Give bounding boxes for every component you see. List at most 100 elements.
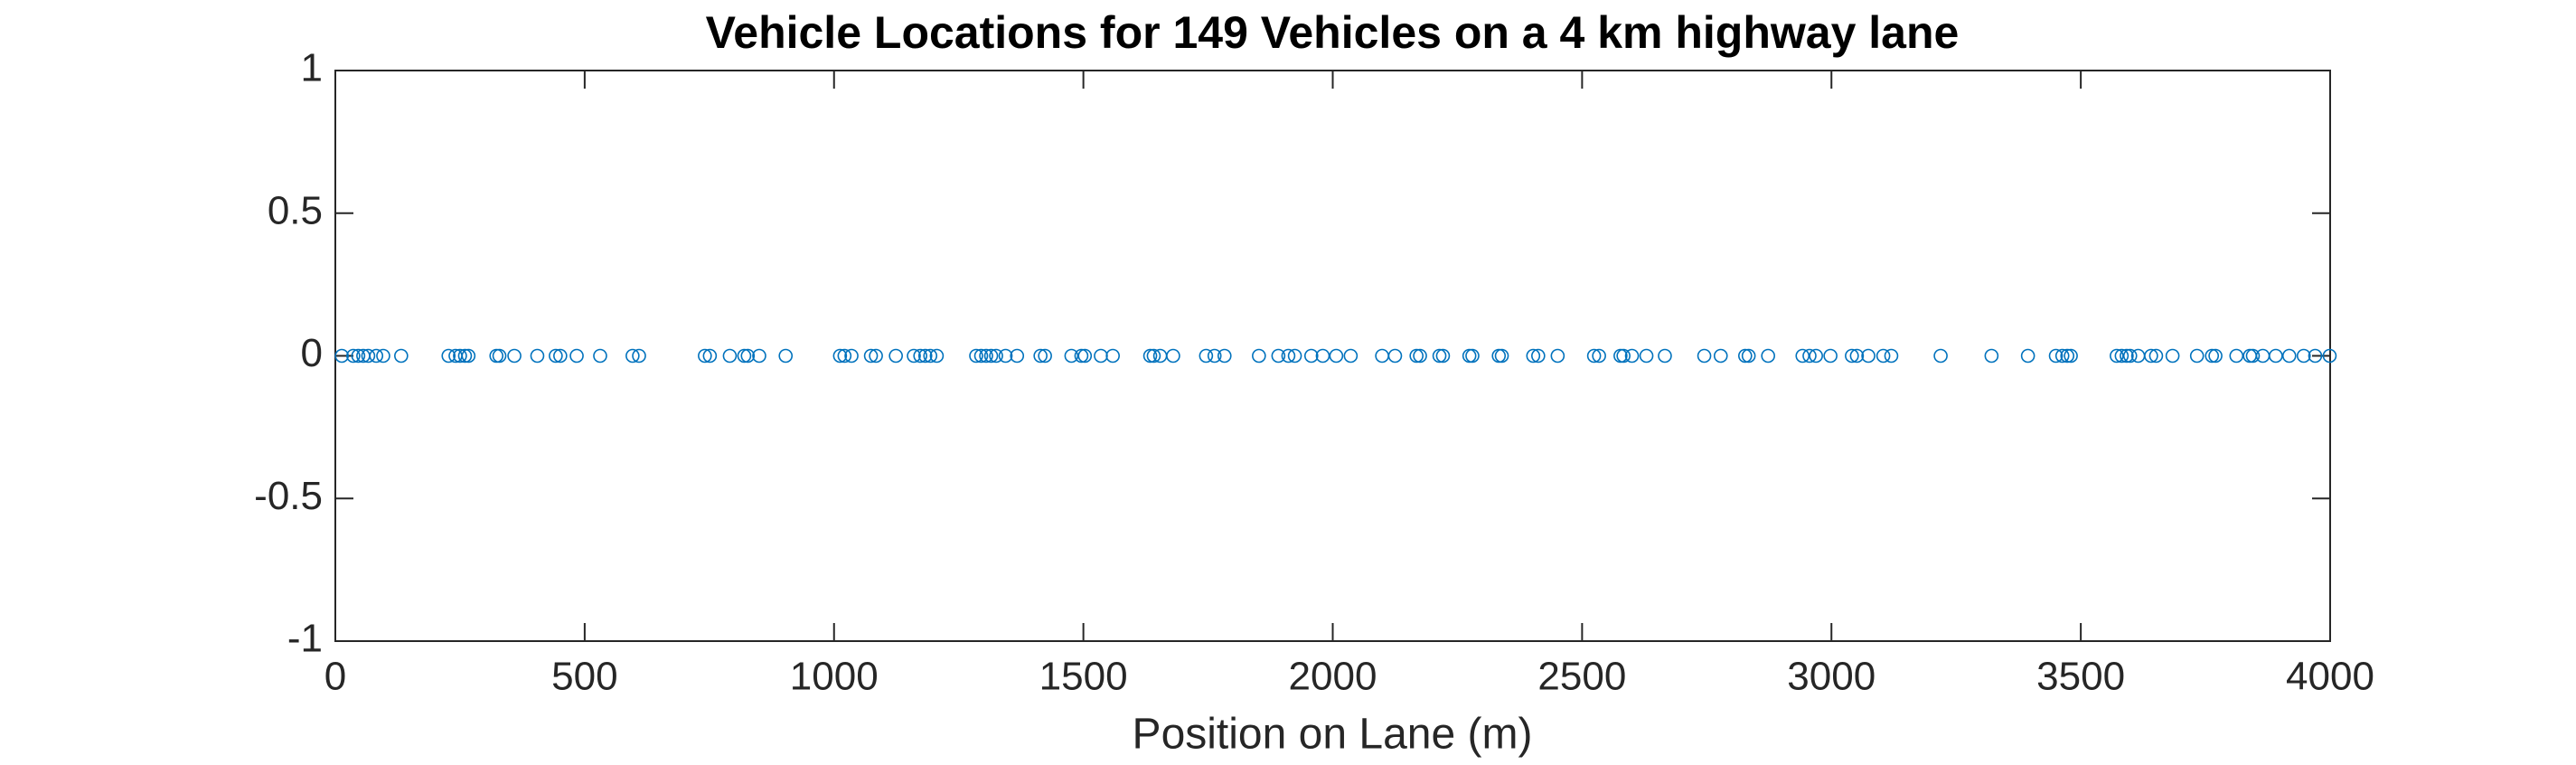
y-tick-label: 0.5 bbox=[268, 188, 323, 232]
point bbox=[1761, 348, 1775, 364]
point bbox=[1033, 348, 1048, 364]
plot-area bbox=[335, 71, 2330, 641]
point bbox=[1741, 348, 1756, 364]
x-tick-label: 500 bbox=[551, 655, 617, 699]
point bbox=[1531, 348, 1546, 364]
point bbox=[1849, 348, 1865, 364]
point bbox=[1884, 348, 1899, 364]
point bbox=[1823, 348, 1838, 364]
point bbox=[441, 348, 456, 364]
point bbox=[983, 348, 999, 364]
point bbox=[1343, 348, 1359, 364]
point bbox=[837, 348, 852, 364]
point bbox=[1166, 348, 1180, 364]
point bbox=[334, 348, 349, 364]
point bbox=[1303, 348, 1319, 364]
point bbox=[1207, 348, 1222, 364]
x-tick-label: 2500 bbox=[1537, 655, 1626, 699]
point bbox=[1550, 348, 1565, 364]
point bbox=[1984, 348, 1999, 364]
point bbox=[2048, 348, 2064, 364]
point bbox=[752, 348, 766, 364]
point bbox=[1933, 348, 1948, 364]
point bbox=[2054, 348, 2070, 364]
point bbox=[376, 348, 390, 364]
point bbox=[2296, 348, 2311, 364]
point bbox=[2165, 348, 2180, 364]
point bbox=[1586, 348, 1602, 364]
point bbox=[1413, 348, 1427, 364]
point bbox=[1074, 348, 1089, 364]
y-tick-label: -1 bbox=[287, 617, 323, 661]
chart-title: Vehicle Locations for 149 Vehicles on a … bbox=[706, 7, 1960, 58]
point bbox=[346, 348, 361, 364]
point bbox=[1861, 348, 1876, 364]
point bbox=[593, 348, 607, 364]
x-tick-label: 3000 bbox=[1787, 655, 1876, 699]
x-tick-label: 3500 bbox=[2036, 655, 2125, 699]
point bbox=[863, 348, 879, 364]
point bbox=[1616, 348, 1631, 364]
point bbox=[969, 348, 983, 364]
point bbox=[2208, 348, 2223, 364]
point bbox=[702, 348, 718, 364]
point bbox=[1737, 348, 1753, 364]
point bbox=[888, 348, 903, 364]
point bbox=[973, 348, 989, 364]
point bbox=[1713, 348, 1728, 364]
point bbox=[2205, 348, 2220, 364]
point bbox=[2281, 348, 2297, 364]
point bbox=[1387, 348, 1403, 364]
point bbox=[1287, 348, 1302, 364]
point bbox=[2114, 348, 2129, 364]
point bbox=[1697, 348, 1712, 364]
x-tick-label: 1000 bbox=[790, 655, 879, 699]
point bbox=[2308, 348, 2323, 364]
point bbox=[844, 348, 859, 364]
point bbox=[2122, 348, 2138, 364]
point bbox=[1409, 348, 1424, 364]
point bbox=[2144, 348, 2158, 364]
point bbox=[989, 348, 1003, 364]
point bbox=[1064, 348, 1079, 364]
x-tick-label: 4000 bbox=[2286, 655, 2374, 699]
point bbox=[1809, 348, 1823, 364]
point bbox=[923, 348, 938, 364]
point bbox=[1526, 348, 1541, 364]
point bbox=[1281, 348, 1296, 364]
point bbox=[698, 348, 712, 364]
point bbox=[2060, 348, 2075, 364]
point bbox=[1802, 348, 1817, 364]
point bbox=[2229, 348, 2244, 364]
point bbox=[2020, 348, 2035, 364]
point bbox=[1217, 348, 1232, 364]
point bbox=[1199, 348, 1214, 364]
point bbox=[917, 348, 933, 364]
point bbox=[1592, 348, 1606, 364]
x-tick-label: 1500 bbox=[1039, 655, 1128, 699]
point bbox=[2269, 348, 2283, 364]
x-tick-label: 2000 bbox=[1289, 655, 1377, 699]
point bbox=[722, 348, 738, 364]
point bbox=[453, 348, 467, 364]
point bbox=[1271, 348, 1286, 364]
point bbox=[1010, 348, 1025, 364]
point bbox=[778, 348, 794, 364]
point bbox=[2245, 348, 2261, 364]
point bbox=[461, 348, 476, 364]
point bbox=[1465, 348, 1480, 364]
point bbox=[1494, 348, 1509, 364]
point bbox=[1077, 348, 1093, 364]
point bbox=[492, 348, 507, 364]
point bbox=[553, 348, 568, 364]
point bbox=[832, 348, 848, 364]
x-tick-label: 0 bbox=[324, 655, 346, 699]
y-tick-label: -0.5 bbox=[254, 474, 323, 518]
point bbox=[1795, 348, 1810, 364]
point bbox=[1845, 348, 1859, 364]
point bbox=[1639, 348, 1654, 364]
point bbox=[1876, 348, 1891, 364]
x-axis-label: Position on Lane (m) bbox=[1133, 711, 1533, 759]
point bbox=[2148, 348, 2164, 364]
